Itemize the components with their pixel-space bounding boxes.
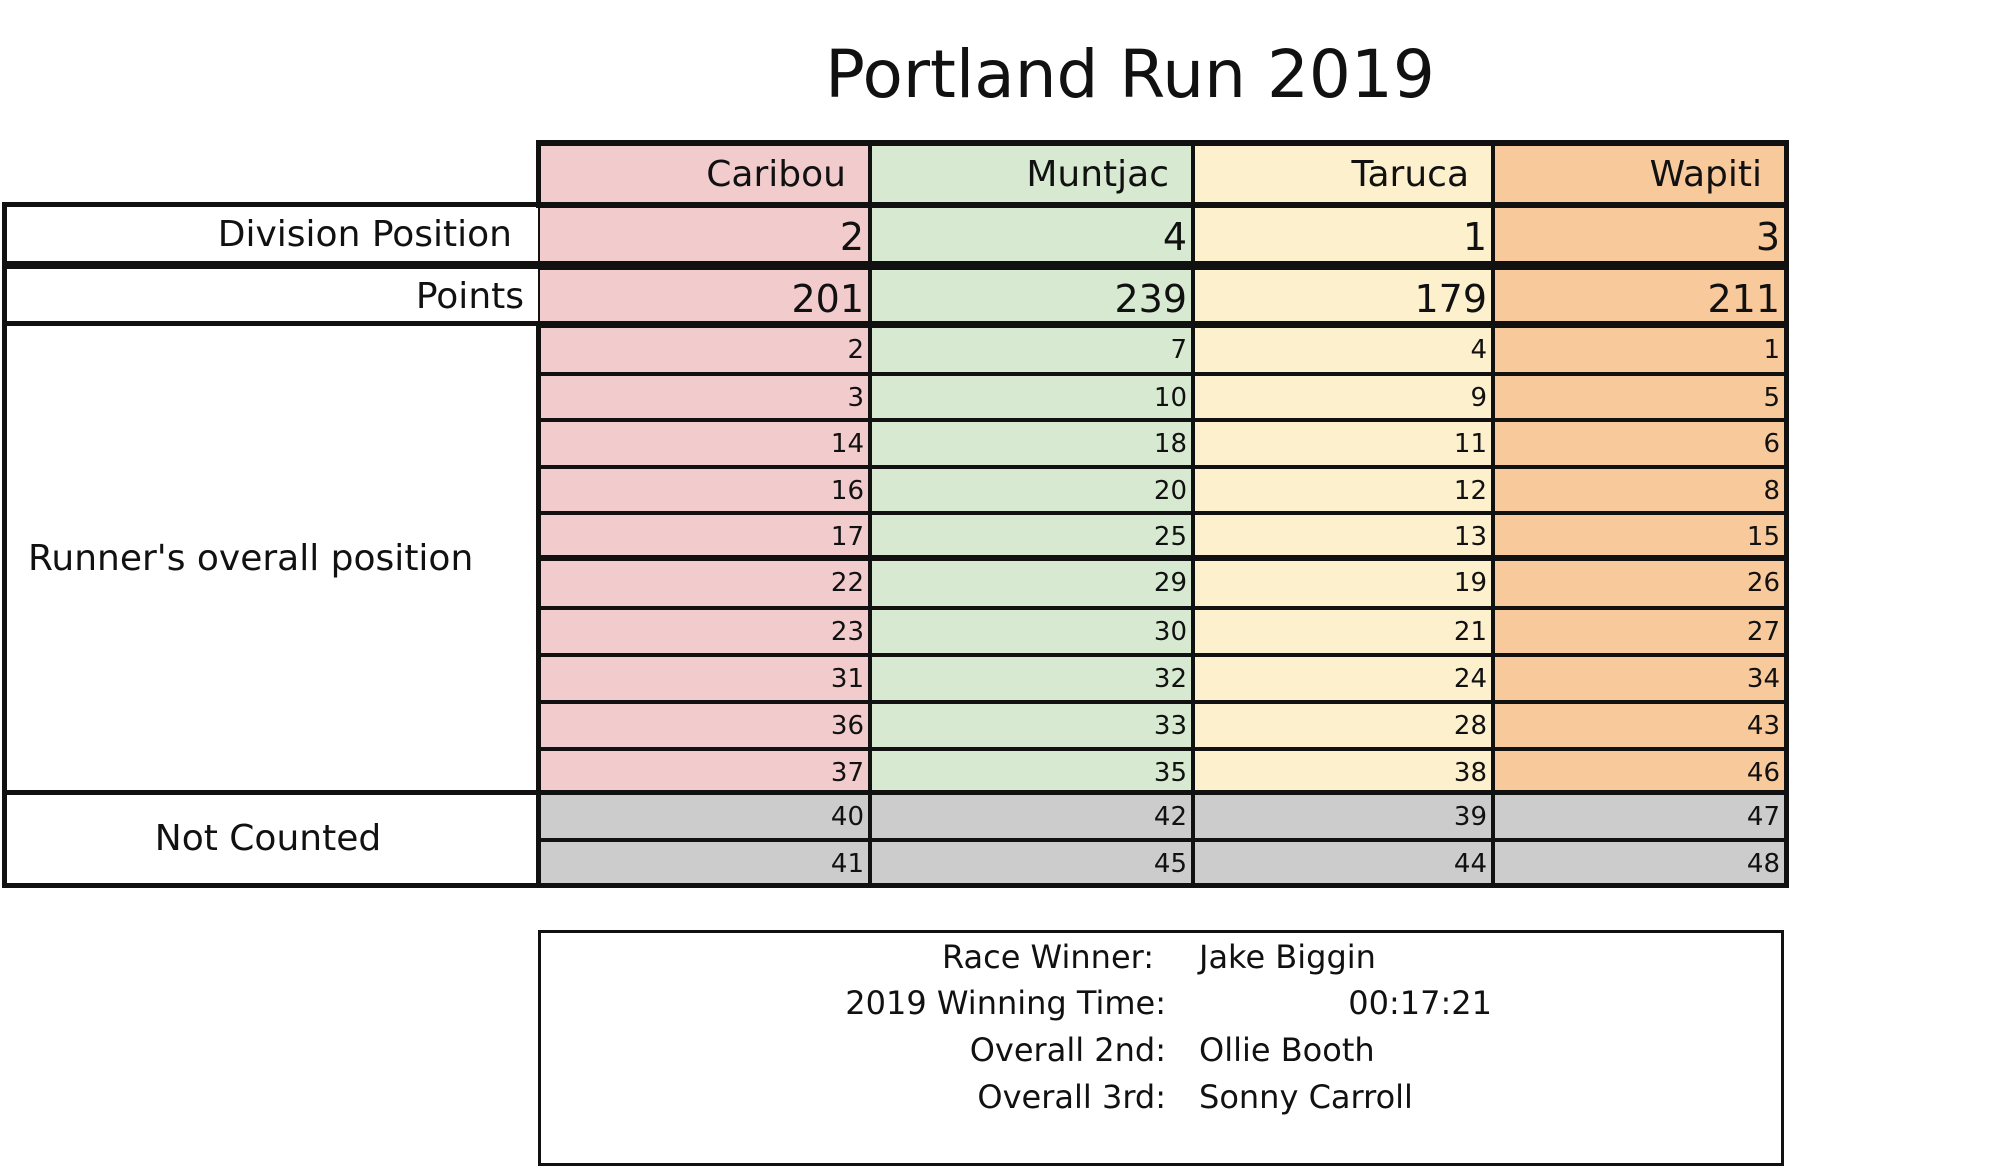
not-counted-label: Not Counted xyxy=(154,818,382,859)
runner-position-cell: 25 xyxy=(870,513,1193,559)
runner-position-cell: 10 xyxy=(870,374,1193,420)
runner-position-cell: 29 xyxy=(870,559,1193,608)
not-counted-cell: 40 xyxy=(538,793,870,840)
runner-position-cell: 8 xyxy=(1493,467,1786,513)
second-place-label: Overall 2nd: xyxy=(969,1031,1166,1069)
runner-position-cell: 22 xyxy=(538,559,870,608)
runner-position-cell: 15 xyxy=(1493,513,1786,559)
team-header-taruca: Taruca xyxy=(1193,144,1493,206)
runner-position-cell: 17 xyxy=(538,513,870,559)
winning-time-value: 00:17:21 xyxy=(1348,984,1492,1022)
runner-position-cell: 12 xyxy=(1193,467,1493,513)
runner-position-label: Runner's overall position xyxy=(28,538,474,579)
not-counted-cell: 48 xyxy=(1493,840,1786,886)
team-header-caribou: Caribou xyxy=(538,144,870,206)
not-counted-cell: 39 xyxy=(1193,793,1493,840)
third-place-label: Overall 3rd: xyxy=(977,1078,1166,1116)
runner-position-cell: 20 xyxy=(870,467,1193,513)
runner-position-cell: 19 xyxy=(1193,559,1493,608)
division-position-taruca: 1 xyxy=(1193,206,1493,268)
runner-position-cell: 9 xyxy=(1193,374,1493,420)
runner-position-cell: 27 xyxy=(1493,608,1786,655)
page-title: Portland Run 2019 xyxy=(825,36,1435,113)
left-outer-border xyxy=(2,324,7,888)
runner-position-cell: 1 xyxy=(1493,326,1786,374)
runner-position-cell: 6 xyxy=(1493,420,1786,467)
table-bottom-border xyxy=(2,883,1789,888)
not-counted-cell: 42 xyxy=(870,793,1193,840)
group-divider xyxy=(538,555,1789,560)
runner-position-cell: 31 xyxy=(538,655,870,702)
runner-position-cell: 21 xyxy=(1193,608,1493,655)
runner-position-cell: 43 xyxy=(1493,702,1786,749)
runner-position-cell: 34 xyxy=(1493,655,1786,702)
runner-position-cell: 35 xyxy=(870,749,1193,793)
team-header-wapiti: Wapiti xyxy=(1493,144,1786,206)
not-counted-cell: 47 xyxy=(1493,793,1786,840)
runner-position-cell: 26 xyxy=(1493,559,1786,608)
points-muntjac: 239 xyxy=(870,268,1193,326)
third-place-value: Sonny Carroll xyxy=(1199,1078,1413,1116)
not-counted-cell: 44 xyxy=(1193,840,1493,886)
runner-position-cell: 32 xyxy=(870,655,1193,702)
race-winner-label: Race Winner: xyxy=(941,938,1154,976)
division-position-label: Division Position xyxy=(217,214,512,255)
runner-position-cell: 16 xyxy=(538,467,870,513)
points-taruca: 179 xyxy=(1193,268,1493,326)
runner-position-cell: 24 xyxy=(1193,655,1493,702)
second-place-value: Ollie Booth xyxy=(1199,1031,1375,1069)
runner-position-cell: 3 xyxy=(538,374,870,420)
points-caribou: 201 xyxy=(538,268,870,326)
runner-position-cell: 11 xyxy=(1193,420,1493,467)
points-label: Points xyxy=(415,276,524,317)
right-outer-border xyxy=(1784,324,1789,888)
runner-position-cell: 36 xyxy=(538,702,870,749)
division-position-muntjac: 4 xyxy=(870,206,1193,268)
runner-position-cell: 38 xyxy=(1193,749,1493,793)
runner-position-cell: 2 xyxy=(538,326,870,374)
division-position-wapiti: 3 xyxy=(1493,206,1786,268)
not-counted-cell: 45 xyxy=(870,840,1193,886)
race-winner-value: Jake Biggin xyxy=(1199,938,1376,976)
runner-position-cell: 23 xyxy=(538,608,870,655)
runner-position-cell: 18 xyxy=(870,420,1193,467)
not-counted-divider xyxy=(2,790,1789,795)
label-column-border xyxy=(536,324,541,888)
runner-position-cell: 37 xyxy=(538,749,870,793)
not-counted-cell: 41 xyxy=(538,840,870,886)
division-position-caribou: 2 xyxy=(538,206,870,268)
runner-position-cell: 46 xyxy=(1493,749,1786,793)
points-wapiti: 211 xyxy=(1493,268,1786,326)
runner-position-cell: 30 xyxy=(870,608,1193,655)
runner-position-cell: 13 xyxy=(1193,513,1493,559)
runner-position-cell: 7 xyxy=(870,326,1193,374)
runner-position-cell: 5 xyxy=(1493,374,1786,420)
runner-position-cell: 28 xyxy=(1193,702,1493,749)
runner-position-cell: 33 xyxy=(870,702,1193,749)
winning-time-label: 2019 Winning Time: xyxy=(845,984,1166,1022)
runner-position-cell: 14 xyxy=(538,420,870,467)
runner-position-cell: 4 xyxy=(1193,326,1493,374)
team-header-muntjac: Muntjac xyxy=(870,144,1193,206)
